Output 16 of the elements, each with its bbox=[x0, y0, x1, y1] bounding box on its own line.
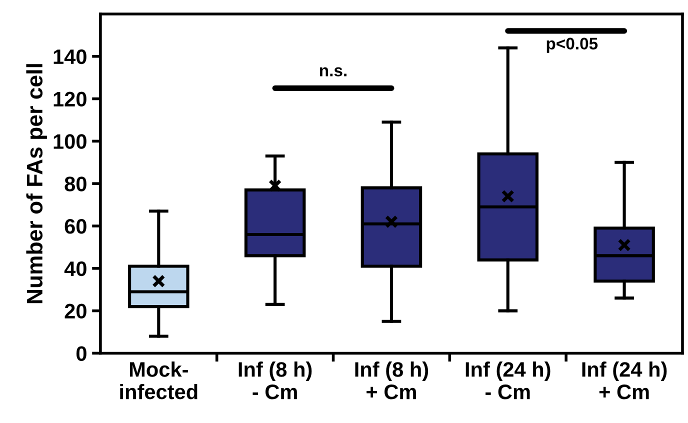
y-tick-label: 60 bbox=[64, 218, 86, 234]
y-tick-label: 100 bbox=[54, 134, 86, 149]
x-tick-label: Inf (24 h) - Cm bbox=[466, 362, 550, 400]
y-tick-label: 40 bbox=[64, 261, 86, 276]
x-tick-label: Inf (24 h) + Cm bbox=[582, 362, 667, 400]
y-tick-label: 140 bbox=[54, 49, 86, 64]
y-axis-title: Number of FAs per cell bbox=[26, 64, 47, 304]
y-tick-label: 120 bbox=[54, 92, 86, 107]
x-tick-label: Inf (8 h) - Cm bbox=[238, 362, 312, 400]
x-tick-label: Mock- infected bbox=[120, 362, 198, 400]
annotation: p<0.05 bbox=[546, 38, 598, 53]
x-tick-label: Inf (8 h) + Cm bbox=[355, 362, 428, 400]
y-tick-label: 0 bbox=[76, 346, 86, 361]
y-tick-label: 20 bbox=[64, 304, 86, 319]
annotation: n.s. bbox=[320, 67, 346, 76]
y-tick-label: 80 bbox=[64, 176, 86, 192]
